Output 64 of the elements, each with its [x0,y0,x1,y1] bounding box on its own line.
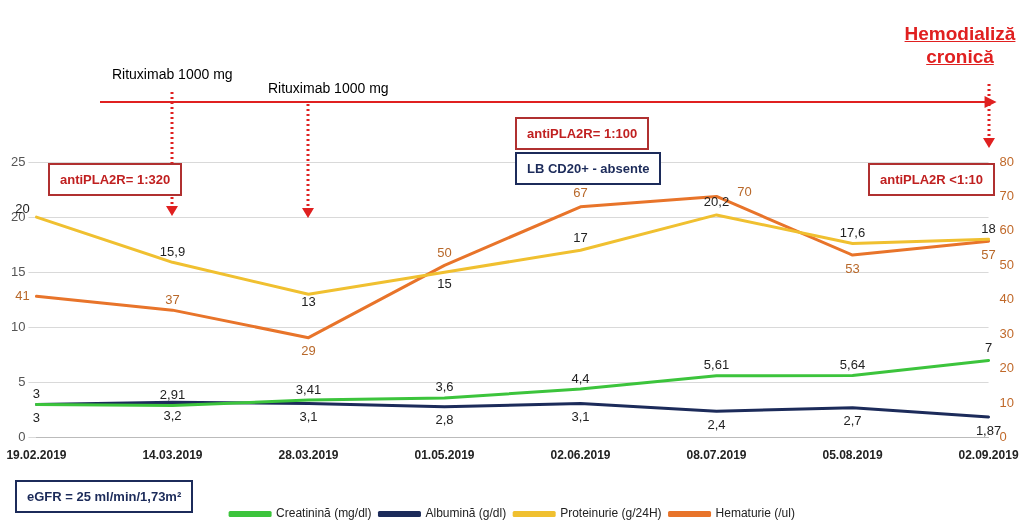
y-tick-label: 0 [18,429,26,445]
y2-tick-label: 0 [999,429,1007,445]
data-label: 5,61 [703,357,730,373]
data-label: 4,4 [571,370,590,386]
data-label: 37 [165,291,180,307]
data-label: 18 [981,220,996,236]
data-label: 3 [32,410,41,426]
y-tick-label: 25 [10,153,26,169]
annotation: antiPLA2R <1:10 [868,163,995,196]
data-label: 15,9 [159,243,186,259]
data-label: 70 [737,184,752,200]
y2-tick-label: 80 [999,153,1015,169]
x-tick-label: 08.07.2019 [686,448,747,463]
y2-tick-label: 30 [999,325,1015,341]
y2-tick-label: 60 [999,222,1015,238]
text: Hemodializă cronică [903,22,1017,68]
x-tick-label: 02.09.2019 [958,448,1019,463]
y-tick-label: 5 [18,374,26,390]
data-label: 50 [437,244,452,260]
data-label: 17 [573,229,588,245]
data-label: 2,91 [159,387,186,403]
data-label: 2,7 [843,413,862,429]
data-label: 13 [301,293,316,309]
y-tick-label: 15 [10,263,26,279]
data-label: 17,6 [839,225,866,241]
x-tick-label: 19.02.2019 [6,448,67,463]
data-label: 57 [981,246,996,262]
x-tick-label: 02.06.2019 [550,448,611,463]
annotation: LB CD20+ - absente [515,152,662,185]
annotation: antiPLA2R= 1:320 [48,163,183,196]
data-label: 3,1 [571,409,590,424]
data-label: 2,8 [435,412,454,428]
data-label: 41 [15,287,30,303]
text: Rituximab 1000 mg [111,66,233,82]
data-label: 2,4 [707,416,726,432]
x-tick-label: 01.05.2019 [414,448,475,463]
data-label: 53 [845,260,860,276]
legend-label: Creatinină (mg/dl) [276,506,372,521]
data-label: 3,1 [299,409,318,424]
data-label: 5,64 [839,357,866,372]
legend-label: Proteinurie (g/24H) [560,506,662,521]
x-tick-label: 14.03.2019 [142,448,203,463]
y2-tick-label: 10 [999,394,1015,410]
x-tick-label: 05.08.2019 [822,448,883,463]
legend-label: Hematurie (/ul) [715,506,795,521]
data-label: 7 [984,340,993,356]
x-tick-label: 28.03.2019 [278,448,339,463]
y2-tick-label: 40 [999,291,1015,307]
text: antiPLA2R= 1:100 [515,117,650,150]
data-label: 3,2 [163,407,182,423]
data-label: 15 [437,275,452,291]
text: eGFR = 25 ml/min/1,73m² [15,480,194,513]
data-label: 3,6 [435,379,454,395]
legend-label: Albumină (g/dl) [425,506,507,521]
y2-tick-label: 20 [999,360,1015,376]
y2-tick-label: 50 [999,256,1015,272]
data-label: 67 [573,185,588,201]
y-tick-label: 10 [10,318,26,334]
y2-tick-label: 70 [999,188,1015,204]
data-label: 29 [301,343,316,359]
text: Rituximab 1000 mg [267,80,389,96]
data-label: 3 [32,386,41,402]
data-label: 20,2 [703,194,730,210]
data-label: 3,41 [295,381,322,397]
